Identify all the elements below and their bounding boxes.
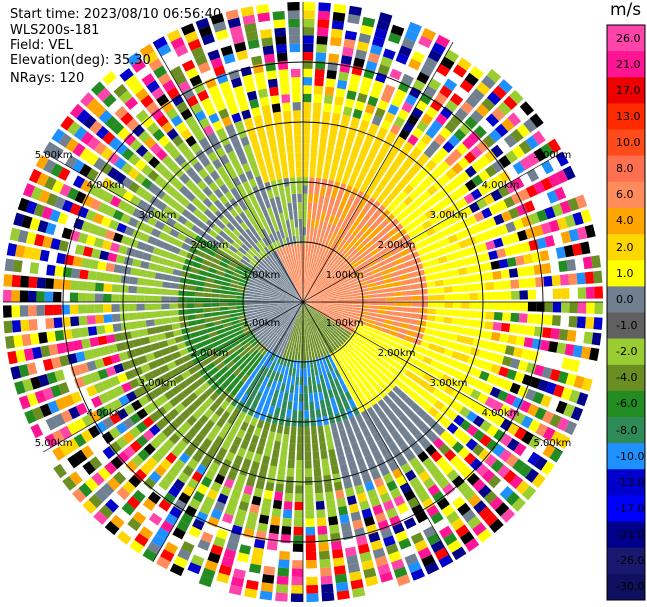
colorbar-tick-label: 0.0 [616, 292, 634, 306]
range-label: 2.00km [378, 240, 416, 251]
colorbar-swatch [607, 417, 645, 444]
colorbar-swatch [607, 338, 645, 366]
colorbar-tick-label: -4.0 [616, 371, 638, 385]
range-label: 3.00km [139, 378, 177, 389]
colorbar-tick-label: -30.0 [616, 580, 645, 594]
colorbar-tick-label: -6.0 [616, 397, 638, 411]
range-label: 1.00km [326, 318, 364, 329]
range-label: 2.00km [191, 348, 229, 359]
colorbar-swatch [607, 25, 645, 52]
colorbar-tick-label: -2.0 [616, 345, 638, 359]
range-labels: 1.00km 1.00km 1.00km 1.00km 2.00km 2.00km 2.00… [35, 150, 572, 449]
range-label: 5.00km [35, 150, 73, 161]
colorbar-swatch [607, 208, 645, 235]
colorbar-unit-label: m/s [610, 0, 642, 20]
range-label: 1.00km [242, 270, 280, 281]
colorbar-swatch [607, 51, 645, 78]
colorbar-tick-label: 10.0 [616, 136, 641, 150]
range-label: 3.00km [430, 378, 468, 389]
velocity-gates [3, 2, 603, 602]
range-label: 5.00km [533, 150, 571, 161]
range-label: 2.00km [191, 240, 229, 251]
range-label: 1.00km [326, 270, 364, 281]
range-label: 3.00km [139, 210, 177, 221]
field-text: Field: VEL [10, 38, 73, 53]
colorbar-swatch [607, 181, 645, 209]
range-label: 2.00km [378, 348, 416, 359]
range-label: 4.00km [482, 180, 520, 191]
elevation-text: Elevation(deg): 35.30 [10, 53, 151, 68]
colorbar-tick-label: 1.0 [616, 266, 634, 280]
colorbar-tick-label: 21.0 [616, 57, 641, 71]
range-label: 5.00km [35, 438, 73, 449]
colorbar-swatch [607, 364, 645, 392]
colorbar-tick-label: -8.0 [616, 423, 638, 437]
colorbar-swatch [607, 443, 645, 470]
colorbar-swatch [607, 390, 645, 418]
range-label: 4.00km [87, 408, 125, 419]
range-rings [3, 2, 603, 602]
colorbar-tick-label: 26.0 [616, 31, 641, 45]
colorbar-swatch [607, 573, 645, 601]
colorbar-swatch [607, 77, 645, 104]
colorbar-swatch [607, 260, 645, 287]
colorbar-swatch [607, 155, 645, 183]
range-label: 4.00km [87, 180, 125, 191]
colorbar-tick-label: 17.0 [616, 83, 641, 97]
start-time-text: Start time: 2023/08/10 06:56:40 [10, 7, 222, 22]
colorbar-tick-label: -26.0 [616, 554, 645, 568]
colorbar-swatch [607, 495, 645, 523]
colorbar-swatch [607, 547, 645, 575]
range-label: 5.00km [533, 438, 571, 449]
colorbar-tick-label: -17.0 [616, 501, 645, 515]
range-label: 1.00km [242, 318, 280, 329]
colorbar-swatch [607, 129, 645, 157]
colorbar-tick-label: 2.0 [616, 240, 634, 254]
colorbar-swatch [607, 103, 645, 130]
nrays-text: NRays: 120 [10, 71, 85, 86]
range-label: 3.00km [430, 210, 468, 221]
colorbar-swatch [607, 234, 645, 261]
colorbar-swatch [607, 469, 645, 496]
colorbar-swatch [607, 286, 645, 313]
colorbar-tick-label: -10.0 [616, 449, 645, 463]
colorbar-tick-label: 8.0 [616, 162, 634, 176]
colorbar-swatch [607, 312, 645, 340]
colorbar-tick-label: -1.0 [616, 319, 638, 333]
colorbar-tick-label: 6.0 [616, 188, 634, 202]
colorbar-tick-label: 4.0 [616, 214, 634, 228]
range-label: 4.00km [482, 408, 520, 419]
colorbar-tick-label: 13.0 [616, 109, 641, 123]
colorbar-tick-label: -21.0 [616, 528, 645, 542]
colorbar [606, 24, 646, 601]
colorbar-tick-label: -13.0 [616, 475, 645, 489]
instrument-text: WLS200s-181 [10, 23, 100, 38]
colorbar-swatch [607, 521, 645, 549]
